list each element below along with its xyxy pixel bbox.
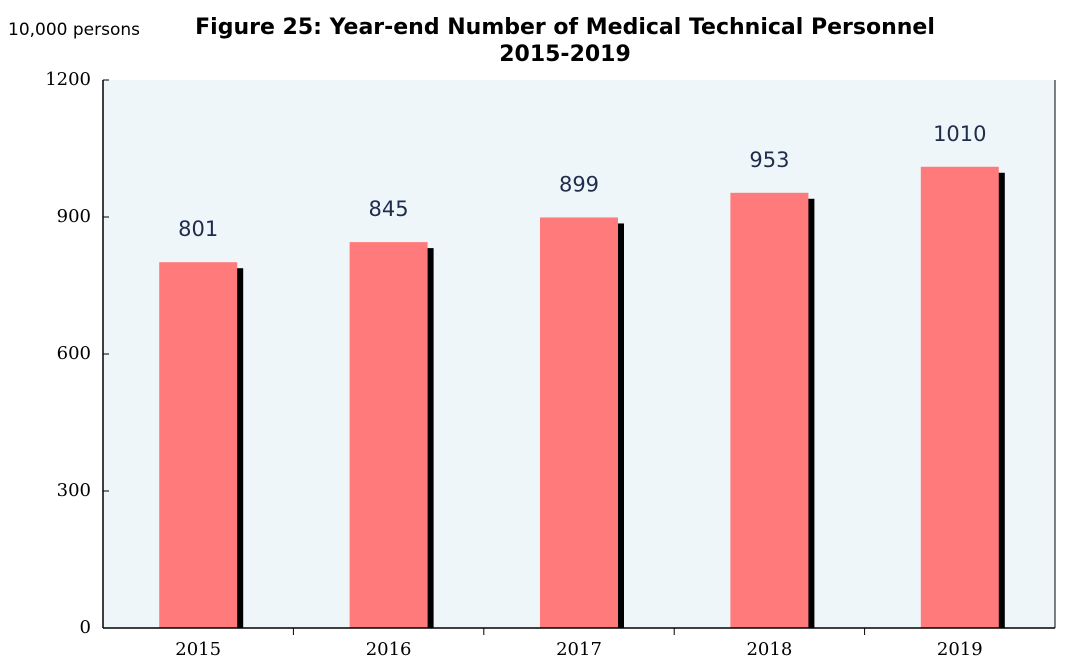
y-tick-label: 1200 [45, 69, 91, 90]
x-tick-label: 2016 [366, 639, 412, 660]
x-tick-label: 2017 [556, 639, 602, 660]
y-axis-label: 10,000 persons [8, 20, 141, 40]
value-label: 953 [749, 148, 789, 172]
x-tick-label: 2019 [937, 639, 983, 660]
y-tick-label: 0 [80, 617, 91, 638]
bar [920, 166, 999, 628]
value-label: 899 [559, 172, 599, 196]
chart-title: Figure 25: Year-end Number of Medical Te… [195, 15, 935, 67]
x-tick-label: 2015 [175, 639, 221, 660]
bar [540, 217, 618, 628]
y-tick-label: 300 [57, 480, 91, 501]
bar [159, 262, 238, 628]
bar [349, 242, 428, 628]
value-label: 801 [178, 217, 218, 241]
bar [730, 192, 809, 628]
value-label: 845 [369, 197, 409, 221]
value-label: 1010 [933, 122, 986, 146]
x-tick-label: 2018 [746, 639, 792, 660]
y-tick-label: 600 [57, 343, 91, 364]
y-tick-label: 900 [57, 206, 91, 227]
